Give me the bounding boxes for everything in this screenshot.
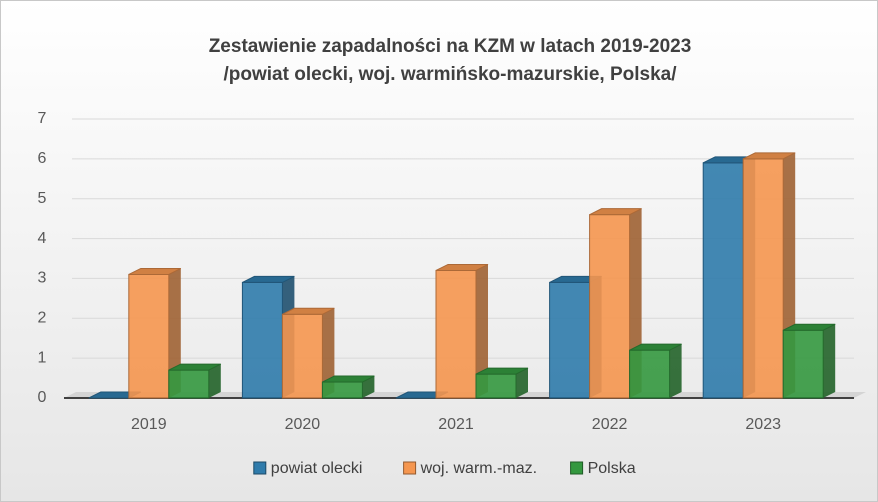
bar-front [782,329,824,399]
bar-front [241,281,283,399]
bar-top [242,275,295,283]
bar [629,343,682,399]
bar [241,275,295,399]
bar-front [742,158,784,399]
bar-side [516,368,528,398]
x-tick-label: 2019 [131,416,167,433]
bar-front [589,214,631,399]
bar-top [475,367,529,375]
bar-side [823,324,836,398]
bar-front [281,313,323,399]
bar [742,152,796,399]
bar-front [549,281,591,399]
legend-label: powiat olecki [271,460,363,477]
bar-side [322,308,335,398]
y-tick-label: 0 [38,389,47,406]
bar-front [168,369,210,399]
bar-side [362,376,375,398]
legend-item: powiat olecki [253,460,363,477]
bar-top [168,363,222,371]
x-tick-label: 2021 [438,416,474,433]
bar-top [782,323,836,331]
x-tick-label: 2023 [745,416,781,433]
legend-swatch [253,461,267,475]
plot-area: 0 1 2 3 4 5 6 7 2019 2020 2021 2022 2023 [38,110,866,433]
y-tick-label: 6 [38,150,47,167]
y-tick-label: 7 [38,110,47,127]
y-tick-label: 1 [38,349,47,366]
bar-side [476,264,488,398]
legend-swatch [570,461,584,475]
bar-front [629,349,671,399]
bar-front [435,269,477,399]
bar-side [669,344,682,398]
bar-side [208,364,221,398]
bar-top [742,152,796,160]
bar [782,323,836,399]
bar [168,363,222,399]
bar-front [128,273,170,399]
bar [475,367,529,399]
legend-label: Polska [588,460,636,477]
y-tick-label: 2 [38,310,47,327]
bar [321,375,375,399]
bar-top [435,263,489,271]
legend-item: woj. warm.-maz. [403,460,537,477]
bar-front [475,373,517,399]
bar [281,307,335,399]
chart-title: Zestawienie zapadalności na KZM w latach… [209,36,692,57]
bar-top [629,343,682,351]
bar-top [589,208,642,216]
legend-label: woj. warm.-maz. [420,460,537,477]
y-tick-label: 5 [38,190,47,207]
y-tick-label: 3 [38,270,47,287]
legend-swatch [403,461,417,475]
bar-top [282,307,335,315]
x-tick-label: 2022 [592,416,628,433]
y-tick-label: 4 [38,230,47,247]
bar-front [321,381,363,399]
bar-top [322,375,375,383]
chart-subtitle: /powiat olecki, woj. warmińsko-mazurskie… [224,64,678,85]
bar [435,263,489,399]
x-tick-label: 2020 [285,416,321,433]
bar-front [702,162,744,399]
bar-top [128,267,182,275]
legend-item: Polska [570,460,636,477]
legend: powiat olecki woj. warm.-maz. Polska [253,460,636,477]
